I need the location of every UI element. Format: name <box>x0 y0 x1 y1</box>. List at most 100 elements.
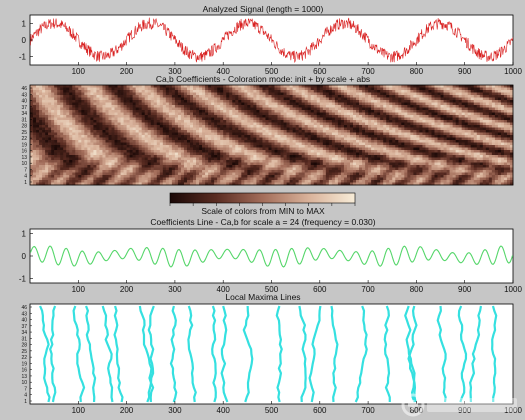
heatmap-cell <box>470 142 475 146</box>
heatmap-cell <box>268 85 272 88</box>
heatmap-cell <box>174 135 179 138</box>
heatmap-cell <box>48 140 52 143</box>
heatmap-cell <box>186 160 191 163</box>
heatmap-cell <box>45 147 49 151</box>
heatmap-cell <box>90 92 94 96</box>
heatmap-cell <box>494 135 499 138</box>
heatmap-cell <box>368 97 372 101</box>
heatmap-cell <box>36 115 40 118</box>
heatmap-cell <box>87 92 91 96</box>
heatmap-cell <box>232 97 236 101</box>
heatmap-cell <box>422 130 426 133</box>
heatmap-cell <box>434 115 438 118</box>
heatmap-cell <box>401 120 405 123</box>
heatmap-cell <box>410 87 414 91</box>
heatmap-cell <box>162 147 167 151</box>
heatmap-cell <box>211 152 215 156</box>
heatmap-cell <box>277 142 281 146</box>
heatmap-cell <box>440 152 444 156</box>
heatmap-cell <box>449 117 453 121</box>
heatmap-cell <box>199 130 203 133</box>
heatmap-cell <box>356 95 360 98</box>
heatmap-cell <box>509 92 514 96</box>
heatmap-cell <box>289 115 293 118</box>
heatmap-cell <box>295 107 299 111</box>
heatmap-cell <box>419 132 423 136</box>
heatmap-cell <box>135 110 139 113</box>
heatmap-cell <box>280 117 284 121</box>
heatmap-cell <box>211 107 215 111</box>
heatmap-cell <box>247 90 251 93</box>
heatmap-cell <box>39 105 43 108</box>
heatmap-cell <box>392 112 396 116</box>
heatmap-cell <box>362 142 366 146</box>
heatmap-cell <box>193 137 197 141</box>
heatmap-cell <box>464 140 469 143</box>
heatmap-cell <box>235 95 239 98</box>
heatmap-cell <box>307 157 312 161</box>
heatmap-cell <box>229 95 233 98</box>
heatmap-cell <box>286 115 290 118</box>
heatmap-cell <box>177 87 182 91</box>
heatmap-cell <box>437 102 441 106</box>
heatmap-cell <box>497 137 502 141</box>
heatmap-cell <box>159 107 164 111</box>
heatmap-cell <box>96 150 100 153</box>
heatmap-cell <box>452 105 456 108</box>
heatmap-cell <box>135 137 139 141</box>
heatmap-cell <box>141 125 146 128</box>
heatmap-cell <box>81 100 85 103</box>
heatmap-cell <box>283 122 287 126</box>
heatmap-cell <box>159 157 164 161</box>
heatmap-cell <box>144 125 149 128</box>
heatmap-cell <box>45 100 49 103</box>
heatmap-cell <box>223 97 227 101</box>
heatmap-cell <box>343 127 348 131</box>
heatmap-cell <box>84 140 88 143</box>
heatmap-cell <box>259 127 263 131</box>
heatmap-cell <box>177 137 182 141</box>
heatmap-cell <box>286 110 290 113</box>
heatmap-cell <box>51 85 55 88</box>
heatmap-cell <box>410 135 414 138</box>
heatmap-cell <box>283 102 287 106</box>
heatmap-cell <box>42 92 46 96</box>
heatmap-cell <box>66 107 70 111</box>
heatmap-cell <box>371 142 375 146</box>
heatmap-cell <box>395 95 399 98</box>
heatmap-cell <box>259 112 263 116</box>
heatmap-cell <box>208 120 212 123</box>
heatmap-cell <box>313 145 318 148</box>
heatmap-cell <box>359 87 363 91</box>
heatmap-cell <box>223 112 227 116</box>
heatmap-cell <box>48 112 52 116</box>
heatmap-cell <box>229 157 233 161</box>
heatmap-cell <box>220 135 224 138</box>
heatmap-cell <box>383 150 387 153</box>
heatmap-cell <box>30 135 34 138</box>
heatmap-cell <box>452 110 456 113</box>
heatmap-cell <box>449 87 453 91</box>
heatmap-cell <box>256 112 260 116</box>
heatmap-cell <box>51 155 55 158</box>
heatmap-cell <box>238 110 242 113</box>
heatmap-cell <box>334 85 339 88</box>
heatmap-cell <box>458 132 462 136</box>
heatmap-cell <box>244 85 248 88</box>
heatmap-cell <box>180 140 185 143</box>
heatmap-cell <box>75 97 79 101</box>
heatmap-cell <box>343 137 348 141</box>
heatmap-cell <box>87 122 91 126</box>
heatmap-cell <box>211 160 215 163</box>
heatmap-cell <box>437 135 441 138</box>
heatmap-cell <box>229 150 233 153</box>
heatmap-cell <box>380 155 384 158</box>
heatmap-cell <box>491 100 496 103</box>
heatmap-cell <box>30 162 34 166</box>
heatmap-cell <box>174 160 179 163</box>
heatmap-cell <box>126 140 130 143</box>
heatmap-cell <box>419 155 423 158</box>
heatmap-cell <box>500 110 505 113</box>
heatmap-cell <box>144 120 149 123</box>
heatmap-cell <box>446 117 450 121</box>
